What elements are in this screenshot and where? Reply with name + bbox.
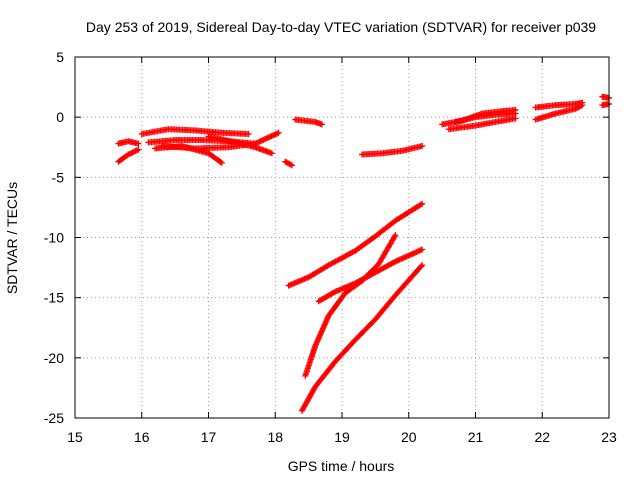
data-point <box>417 201 424 208</box>
data-series <box>445 115 519 133</box>
data-series <box>115 138 142 147</box>
data-series <box>285 200 426 289</box>
data-point <box>288 162 295 169</box>
y-tick-label: -20 <box>44 350 64 366</box>
data-series <box>115 146 142 165</box>
x-tick-label: 23 <box>601 429 617 445</box>
data-series <box>452 110 519 125</box>
data-point <box>135 146 142 153</box>
data-point <box>275 129 282 136</box>
data-series <box>599 100 612 109</box>
data-series <box>298 262 426 414</box>
data-series <box>205 133 275 157</box>
data-series <box>599 93 612 101</box>
data-point <box>419 246 426 253</box>
data-point <box>579 102 586 109</box>
y-tick-label: -15 <box>44 290 64 306</box>
data-point <box>287 161 294 168</box>
x-axis-label: GPS time / hours <box>288 458 395 474</box>
data-point <box>245 131 252 138</box>
y-ticks: 5 0 -5 -10 -15 -20 -25 <box>44 49 609 426</box>
data-point <box>392 232 399 239</box>
y-tick-label: 0 <box>56 109 64 125</box>
x-tick-label: 21 <box>468 429 484 445</box>
y-tick-label: 5 <box>56 49 64 65</box>
x-ticks: 15 16 17 18 19 20 21 22 23 <box>67 57 617 445</box>
y-tick-label: -10 <box>44 230 64 246</box>
data-point <box>418 263 425 270</box>
y-tick-label: -25 <box>44 410 64 426</box>
data-point <box>318 121 325 128</box>
data-series <box>532 102 586 123</box>
x-tick-label: 20 <box>401 429 417 445</box>
plot-frame <box>74 56 610 419</box>
x-tick-label: 17 <box>201 429 217 445</box>
data-point <box>419 262 426 269</box>
data-series <box>302 232 399 379</box>
x-tick-label: 22 <box>534 429 550 445</box>
data-series <box>282 158 295 169</box>
data-point <box>331 289 338 296</box>
y-axis-label: SDTVAR / TECUs <box>4 182 20 294</box>
x-tick-label: 16 <box>134 429 150 445</box>
data-point <box>135 140 142 147</box>
grid <box>75 57 609 418</box>
data-point <box>419 143 426 150</box>
data-point <box>217 159 224 166</box>
data-points <box>115 93 612 414</box>
data-point <box>512 110 519 117</box>
data-point <box>218 159 225 166</box>
x-tick-label: 18 <box>267 429 283 445</box>
x-tick-label: 15 <box>67 429 83 445</box>
y-tick-label: -5 <box>52 169 65 185</box>
data-series <box>359 143 426 158</box>
data-point <box>419 200 426 207</box>
data-point <box>577 102 584 109</box>
data-point <box>268 150 275 157</box>
data-series <box>292 116 325 128</box>
data-series <box>138 126 252 138</box>
x-tick-label: 19 <box>334 429 350 445</box>
chart-title: Day 253 of 2019, Sidereal Day-to-day VTE… <box>86 19 596 35</box>
